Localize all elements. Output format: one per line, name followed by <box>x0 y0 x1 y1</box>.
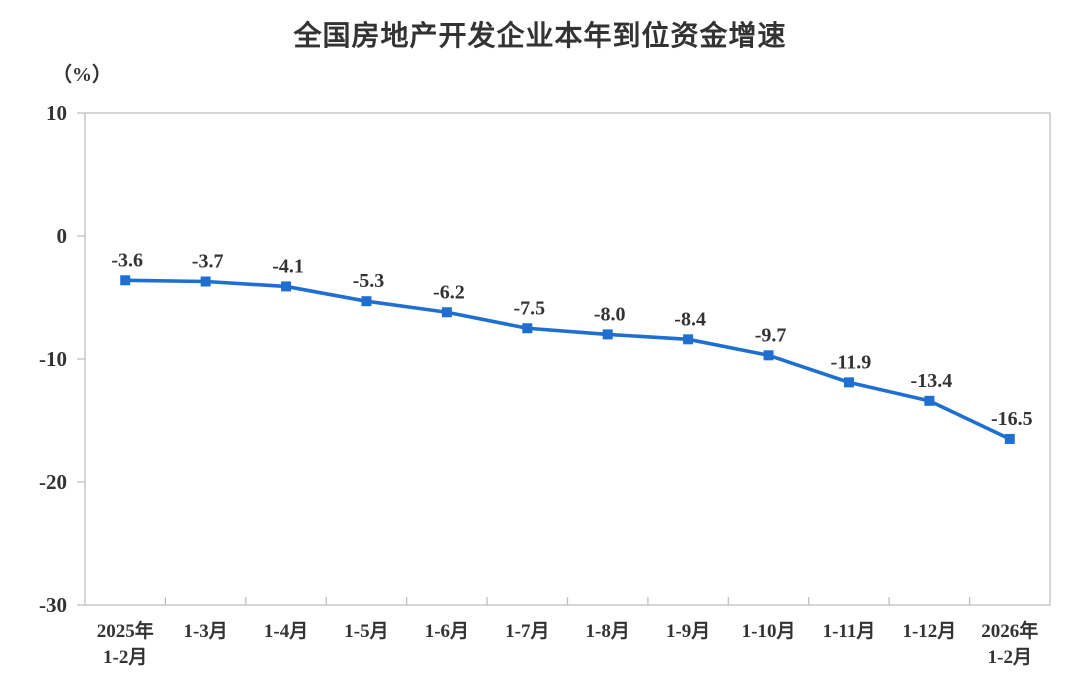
x-axis-category-label: 1-5月 <box>344 621 388 642</box>
x-axis-category-label: 1-8月 <box>586 621 630 642</box>
data-point-label: -7.5 <box>513 297 545 319</box>
data-point-label: -8.4 <box>674 308 706 330</box>
data-point-marker <box>120 275 131 286</box>
x-axis-category-label: 1-4月 <box>264 621 308 642</box>
data-point-marker <box>441 307 452 318</box>
x-axis-category-label: 1-6月 <box>425 621 469 642</box>
chart-title: 全国房地产开发企业本年到位资金增速 <box>293 20 787 51</box>
data-point-marker <box>281 281 292 292</box>
data-point-marker <box>1004 433 1015 444</box>
x-axis-category-label: 1-11月 <box>823 621 876 642</box>
data-point-marker <box>361 296 372 307</box>
data-point-label: -6.2 <box>433 281 465 303</box>
y-axis-unit-label: （%） <box>52 64 112 86</box>
y-axis-tick-label: -30 <box>39 593 67 617</box>
data-point-label: -4.1 <box>272 255 304 277</box>
data-line <box>123 278 1012 441</box>
x-axis-category-label: 1-9月 <box>666 621 710 642</box>
y-axis-tick-label: -20 <box>39 470 67 494</box>
data-point-marker <box>683 334 694 345</box>
data-point-marker <box>602 329 613 340</box>
x-axis-category-label: 2025年 1-2月 <box>97 619 154 668</box>
y-axis-tick-label: 0 <box>57 224 68 248</box>
data-point-label: -3.6 <box>111 249 143 271</box>
x-axis-category-label: 1-3月 <box>183 621 227 642</box>
data-point-marker <box>522 323 533 334</box>
data-point-label: -16.5 <box>991 408 1033 430</box>
y-axis-tick-label: 10 <box>46 101 67 125</box>
plot-frame <box>84 112 1051 606</box>
data-point-marker <box>924 395 935 406</box>
data-point-label: -11.9 <box>831 351 872 373</box>
x-axis-category-label: 1-12月 <box>902 621 956 642</box>
data-point-label: -9.7 <box>755 324 787 346</box>
data-point-label: -13.4 <box>911 370 953 392</box>
data-point-label: -8.0 <box>594 303 626 325</box>
x-axis-category-label: 2026年 1-2月 <box>981 619 1038 668</box>
data-point-marker <box>200 276 211 287</box>
data-point-label: -3.7 <box>192 251 224 273</box>
x-axis-category-label: 1-10月 <box>742 621 796 642</box>
x-axis-category-label: 1-7月 <box>505 621 549 642</box>
y-axis-tick-label: -10 <box>39 347 67 371</box>
data-point-label: -5.3 <box>353 270 385 292</box>
data-point-marker <box>763 350 774 361</box>
data-point-marker <box>843 377 854 388</box>
